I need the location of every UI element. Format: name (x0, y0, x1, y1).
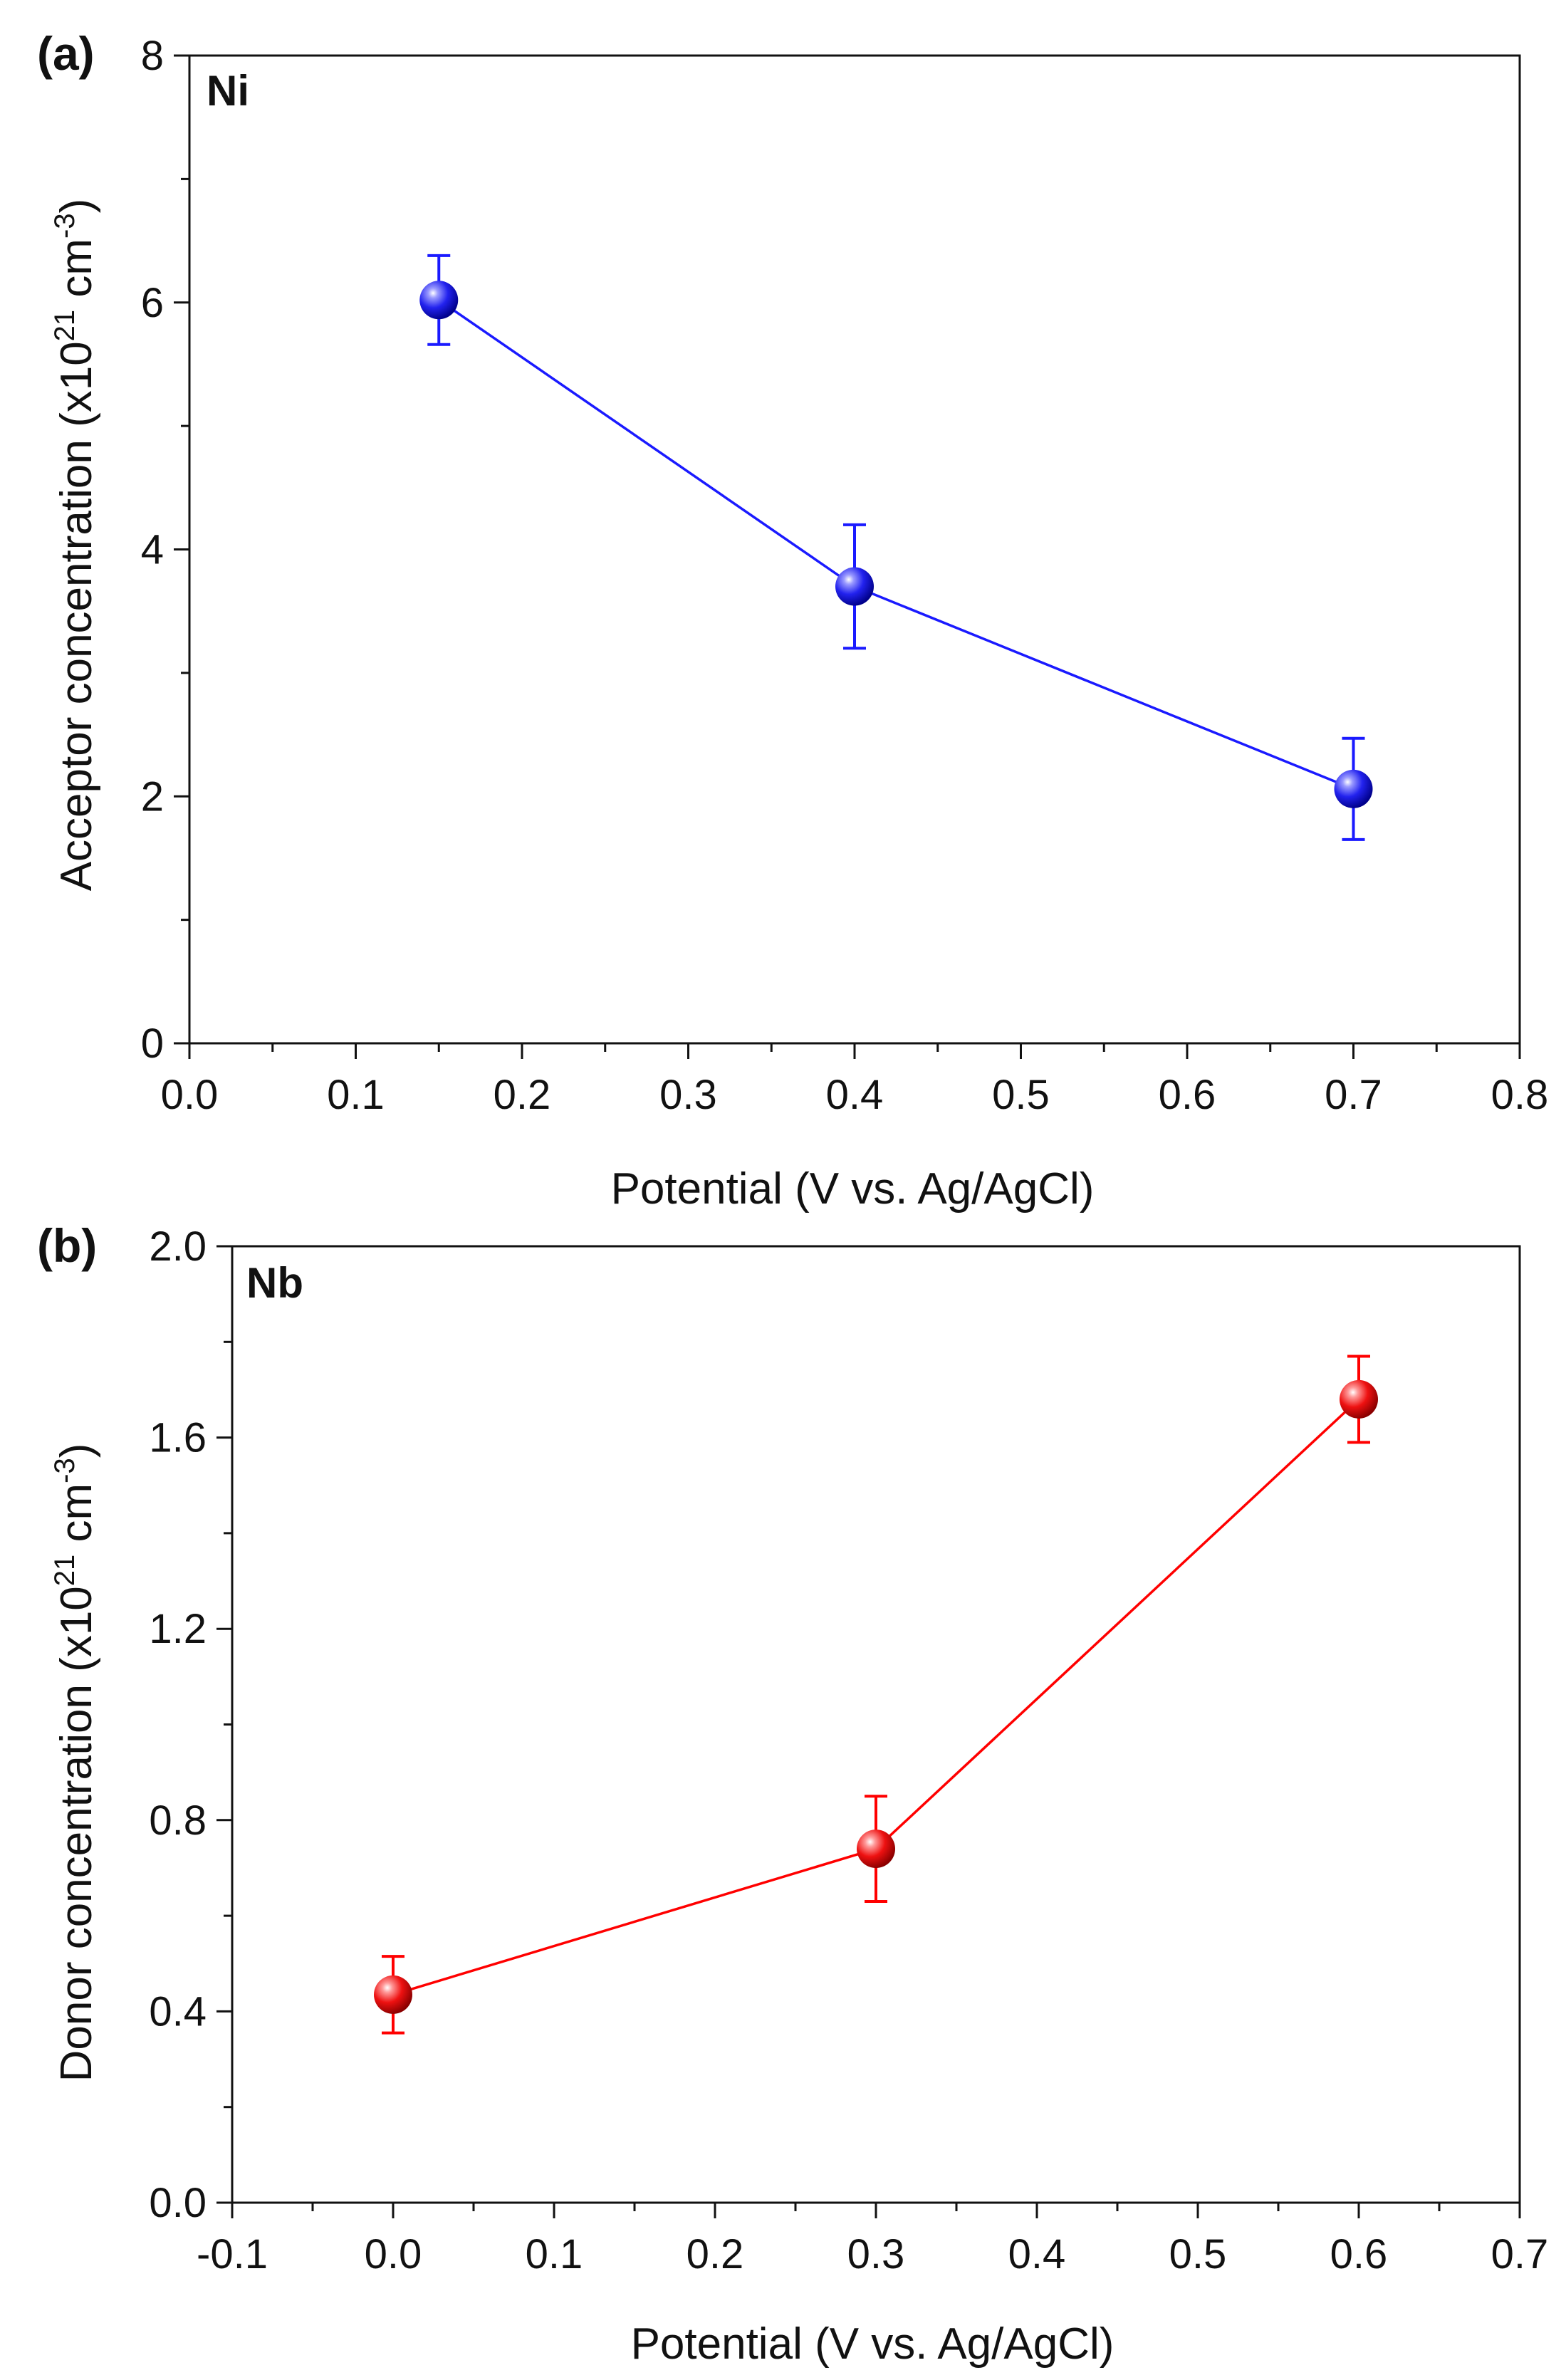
panel-a-y-tick-label: 4 (141, 527, 164, 573)
panel-b-y-title-exp2: -3 (49, 1458, 80, 1483)
panel-b-y-tick-label: 1.6 (149, 1415, 207, 1461)
panel-a-x-tick-label: 0.5 (992, 1072, 1050, 1118)
panel-a-y-tick-label: 6 (141, 280, 164, 326)
panel-b-label: (b) (37, 1219, 97, 1272)
panel-b-y-tick-label: 2.0 (149, 1223, 207, 1270)
panel-a-y-title-exp1: 21 (49, 310, 80, 342)
panel-a-x-axis-title: Potential (V vs. Ag/AgCl) (611, 1164, 1095, 1214)
panel-b-y-tick-label: 0.4 (149, 1988, 207, 2035)
panel-a-chart: (a) Ni Potential (V vs. Ag/AgCl) Accepto… (37, 27, 1548, 1214)
panel-a-y-tick-label: 2 (141, 773, 164, 820)
panel-b-y-axis-title: Donor concentration (x1021 cm-3) (49, 1444, 101, 2082)
panel-b-y-title-text: Donor concentration (x10 (52, 1586, 101, 2082)
panel-b-x-tick-label: 0.7 (1491, 2231, 1549, 2277)
panel-b-y-tick-label: 0.0 (149, 2180, 207, 2226)
panel-a-y-title-exp2: -3 (49, 213, 80, 239)
panel-b-x-tick-label: 0.5 (1169, 2231, 1227, 2277)
panel-a-y-axis-title: Acceptor concentration (x1021 cm-3) (49, 199, 101, 892)
panel-b-x-tick-label: 0.6 (1330, 2231, 1388, 2277)
panel-a-x-tick-label: 0.3 (659, 1072, 717, 1118)
panel-b-x-tick-label: 0.2 (687, 2231, 744, 2277)
panel-b-series-line (392, 1398, 1360, 1996)
panel-b-chart: (b) Nb Potential (V vs. Ag/AgCl) Donor c… (37, 1219, 1548, 2369)
panel-a-x-tick-label: 0.6 (1159, 1072, 1216, 1118)
panel-b-data-point (374, 1975, 412, 2014)
panel-b-y-title-exp1: 21 (49, 1555, 80, 1587)
panel-b-x-tick-label: 0.1 (526, 2231, 583, 2277)
panel-a-y-title-text: Acceptor concentration (x10 (52, 341, 101, 891)
panel-b-y-tick-label: 1.2 (149, 1606, 207, 1652)
panel-a-element-tag: Ni (207, 67, 249, 115)
panel-a-x-tick-label: 0.8 (1491, 1072, 1549, 1118)
panel-a-y-title-close: ) (52, 199, 101, 214)
panel-b-y-tick-label: 0.8 (149, 1797, 207, 1844)
panel-b-data-point (1340, 1379, 1378, 1419)
panel-a-x-tick-label: 0.7 (1325, 1072, 1382, 1118)
panel-a-data-point (1334, 769, 1373, 808)
panel-b-y-title-unit: cm (52, 1483, 101, 1555)
panel-a-label: (a) (37, 27, 95, 80)
panel-a-x-tick-label: 0.2 (494, 1072, 551, 1118)
panel-a-series-line (438, 298, 1354, 790)
panel-a-data-point (835, 567, 874, 606)
panel-b-plot-frame (231, 1245, 1521, 2204)
panel-a-y-tick-label: 8 (141, 33, 164, 79)
panel-a-data-point (419, 281, 459, 320)
panel-a-x-tick-label: 0.4 (826, 1072, 884, 1118)
panel-b-element-tag: Nb (246, 1259, 303, 1307)
panel-b-y-title-close: ) (52, 1444, 101, 1458)
panel-b-data-point (857, 1830, 895, 1869)
panel-a-y-tick-label: 0 (141, 1021, 164, 1067)
panel-b-x-tick-label: 0.0 (365, 2231, 422, 2277)
panel-b-x-axis-title: Potential (V vs. Ag/AgCl) (631, 2319, 1115, 2369)
panel-a-x-tick-label: 0.0 (161, 1072, 219, 1118)
panel-b-x-tick-label: 0.4 (1008, 2231, 1066, 2277)
panel-b-x-tick-label: 0.3 (847, 2231, 905, 2277)
panel-a-x-tick-label: 0.1 (327, 1072, 385, 1118)
panel-b-x-tick-label: -0.1 (197, 2231, 268, 2277)
panel-a-y-title-unit: cm (52, 239, 101, 310)
